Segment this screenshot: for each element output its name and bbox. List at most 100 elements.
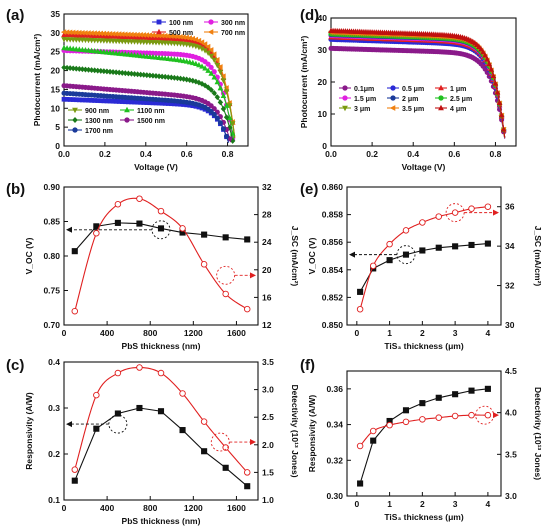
x-tick-label: 400	[100, 328, 114, 338]
data-point	[211, 111, 217, 117]
data-point	[220, 78, 227, 84]
data-point	[208, 86, 214, 93]
data-point	[114, 369, 122, 377]
y-tick-label-right: 2.0	[262, 440, 274, 450]
data-point	[114, 219, 121, 226]
data-point	[208, 53, 214, 60]
legend-label: 1100 nm	[137, 108, 165, 115]
y-axis-label-left: V_OC (V)	[24, 237, 34, 274]
data-point	[369, 427, 377, 435]
data-point	[220, 92, 227, 99]
y-tick-label-left: 0.70	[43, 320, 60, 330]
data-point	[402, 407, 410, 414]
data-point	[214, 56, 220, 63]
data-point	[165, 55, 172, 62]
data-point	[193, 60, 199, 67]
data-point	[214, 94, 221, 101]
y-axis-label-right: J_SC (mA/cm²)	[533, 226, 543, 287]
legend-marker	[389, 105, 396, 111]
data-point	[125, 51, 132, 57]
data-point	[205, 61, 211, 67]
x-tick-label: 2	[420, 499, 425, 509]
data-point	[162, 55, 168, 61]
data-point	[136, 404, 143, 412]
data-point	[71, 477, 78, 484]
x-axis-label: PbS thickness (nm)	[122, 516, 201, 526]
arrow-head	[349, 251, 355, 258]
y-tick-label: 10	[51, 103, 61, 113]
data-point	[157, 408, 165, 415]
y-tick-label-left: 0.75	[43, 286, 60, 296]
y-tick-label-left: 0.85	[43, 217, 60, 227]
data-point	[190, 77, 196, 84]
data-point	[229, 121, 236, 127]
series-f-0	[357, 385, 491, 487]
x-tick-label: 1200	[184, 503, 203, 513]
x-tick-label: 0.4	[140, 149, 152, 159]
data-point	[494, 89, 501, 95]
data-point	[196, 79, 202, 86]
x-tick-label: 1200	[184, 328, 203, 338]
data-point	[370, 437, 377, 444]
data-point	[500, 126, 507, 132]
data-point	[211, 69, 217, 75]
y-tick-label: 15	[51, 84, 61, 94]
data-point	[186, 58, 193, 65]
legend-label: 3.5 μm	[402, 106, 424, 113]
data-point	[205, 50, 211, 57]
x-axis-label: Voltage (V)	[134, 162, 178, 172]
x-tick-label: 0.2	[99, 149, 111, 159]
x-tick-label: 400	[100, 503, 114, 513]
legend-marker	[72, 127, 78, 133]
legend-marker	[208, 19, 214, 25]
data-point	[71, 307, 79, 315]
data-point	[220, 105, 227, 112]
data-point	[452, 391, 459, 398]
x-axis-label: PbS thickness (nm)	[122, 341, 201, 351]
panel-b: 0 400 800 1200 1600 0.70 0.75 0.80 0.85 0.90 12 16 2…	[6, 181, 300, 351]
data-point	[211, 90, 217, 97]
y-tick-label: 30	[51, 28, 61, 38]
y-tick-label: 35	[51, 9, 61, 19]
data-point	[168, 56, 175, 62]
data-point	[419, 219, 426, 226]
plot-frame	[63, 361, 259, 501]
y-axis-label-right: Detectivity (10¹³ Jones)	[290, 384, 300, 477]
legend-entry: 700 nm	[204, 29, 245, 37]
data-point	[484, 411, 492, 419]
plot-frame	[63, 186, 259, 326]
y-tick-label-left: 0.2	[48, 449, 60, 459]
y-tick-label-right: 20	[262, 265, 272, 275]
data-point	[79, 46, 86, 53]
data-point	[217, 120, 223, 126]
y-tick-label-left: 0.860	[322, 182, 344, 192]
data-point	[157, 225, 165, 232]
x-tick-label: 800	[143, 503, 157, 513]
data-point	[114, 410, 121, 417]
data-point	[93, 391, 100, 399]
data-point	[496, 99, 503, 106]
data-point	[435, 213, 442, 220]
y-tick-label: 0	[322, 141, 327, 151]
legend-entry: 300 nm	[204, 19, 245, 27]
data-point	[452, 243, 459, 250]
legend-entry: 1500 nm	[120, 117, 165, 125]
data-point	[222, 234, 229, 241]
y-axis-label-right: Detectivity (10¹³ Jones)	[533, 387, 543, 480]
data-point	[488, 66, 495, 72]
data-point	[492, 80, 499, 86]
y-tick-label-left: 0.850	[322, 320, 344, 330]
plot-frame	[346, 370, 502, 497]
y-tick-label: 20	[51, 66, 61, 76]
y-tick-label-right: 30	[505, 320, 515, 330]
legend-entry: 1 μm	[435, 84, 466, 93]
series-a-8	[61, 90, 230, 143]
legend-label: 1 μm	[450, 86, 466, 93]
y-tick-label-left: 0.852	[322, 292, 344, 302]
data-point	[243, 469, 251, 476]
legend-label: 100 nm	[169, 20, 193, 27]
data-point	[480, 48, 486, 55]
data-point	[204, 43, 211, 50]
x-tick-label: 0.6	[181, 149, 193, 159]
y-tick-label-left: 0.30	[326, 491, 343, 501]
